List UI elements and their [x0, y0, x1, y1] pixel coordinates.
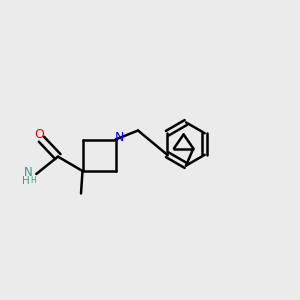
Text: O: O [35, 128, 44, 141]
Text: N: N [114, 130, 124, 144]
Text: H: H [30, 176, 36, 185]
Text: N: N [24, 166, 33, 179]
Text: H: H [22, 176, 30, 186]
